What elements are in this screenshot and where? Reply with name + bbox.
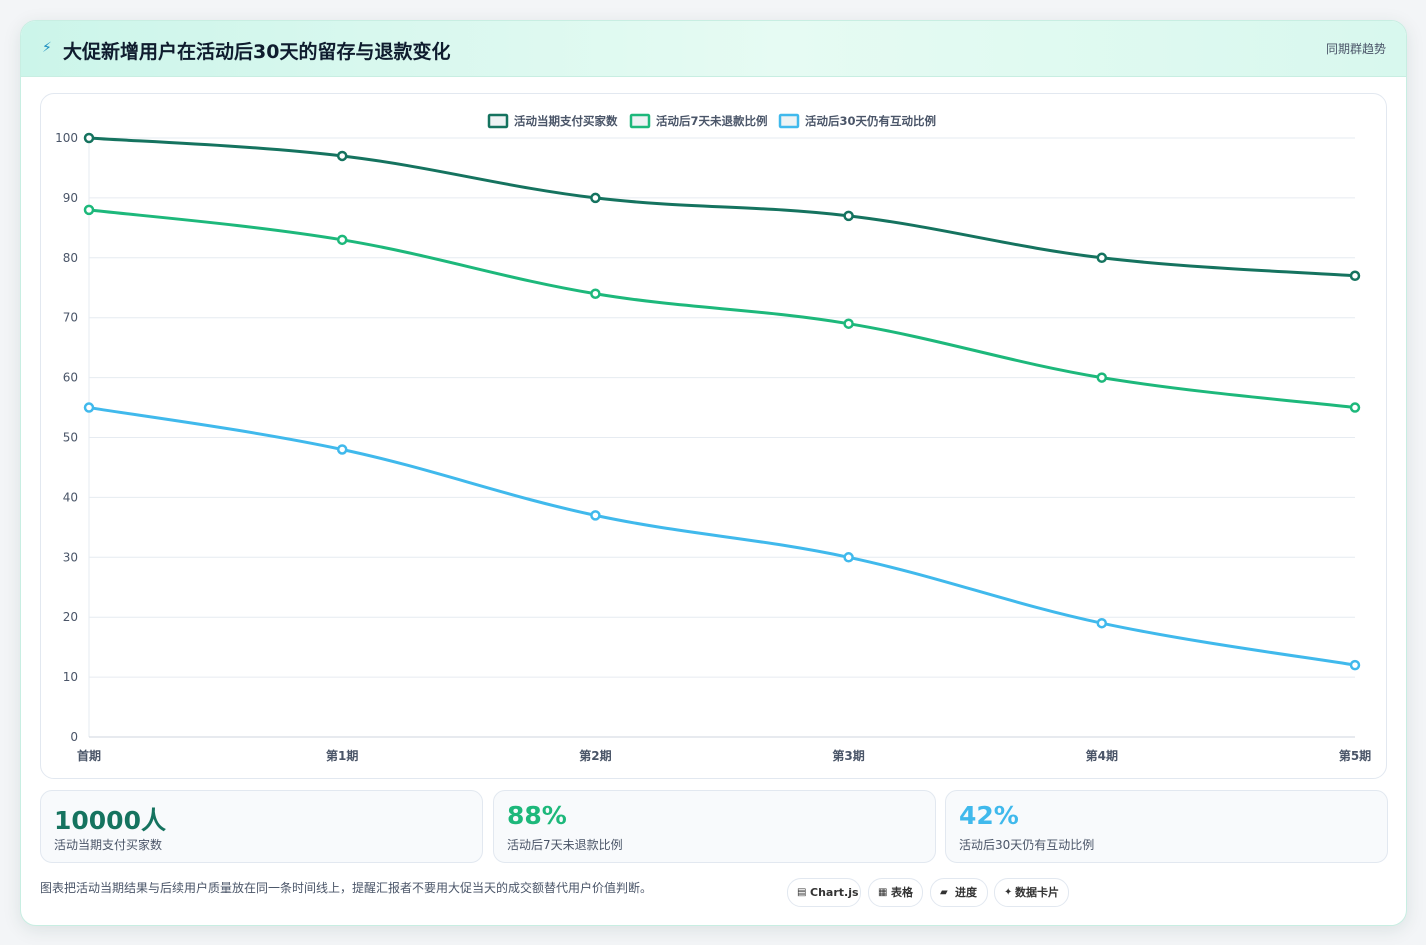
x-tick-label: 第5期 [1339,748,1371,763]
pill-progress[interactable]: ▰ 进度 [930,878,988,907]
y-tick-label: 30 [63,550,78,564]
card-header: ⚡ 大促新增用户在活动后30天的留存与退款变化 同期群趋势 [21,21,1406,77]
main-card: ⚡ 大促新增用户在活动后30天的留存与退款变化 同期群趋势 0 10 20 30 40 5… [20,20,1407,926]
data-point [1096,252,1108,264]
stat-card-buyers: 10000人 活动当期支付买家数 [40,790,483,863]
pill-chartjs[interactable]: ▤ Chart.js [787,878,861,907]
y-tick-label: 90 [63,191,78,205]
data-point [336,150,348,162]
data-point [336,444,348,455]
progress-icon: ▰ [940,887,948,898]
data-point [590,288,601,299]
page-title: 大促新增用户在活动后30天的留存与退款变化 [63,41,451,63]
series-line [88,136,1356,278]
chart-icon: ▤ [797,887,807,898]
x-tick-label: 第2期 [579,748,611,763]
stat-card-no-refund: 88% 活动后7天未退款比例 [493,790,936,863]
data-point [336,234,348,246]
data-point [1349,659,1361,671]
y-tick-label: 80 [63,251,78,265]
y-tick-label: 40 [63,490,78,504]
x-tick-label: 第1期 [326,748,358,763]
data-point [843,318,854,329]
y-tick-label: 60 [63,371,78,385]
pill-label: 表格 [891,886,913,899]
data-point [83,204,95,216]
data-point [843,210,854,222]
legend-swatch [629,113,651,129]
data-point [1349,270,1361,282]
stat-value: 42% [959,801,1019,830]
stat-value: 10000人 [54,806,166,835]
pill-label: 数据卡片 [1015,886,1059,899]
y-tick-label: 50 [63,431,78,445]
pill-table[interactable]: ▦ 表格 [868,878,923,907]
stat-label: 活动后7天未退款比例 [507,838,623,852]
legend-label: 活动后7天未退款比例 [656,114,768,128]
table-icon: ▦ [878,887,888,898]
series-line [88,406,1356,667]
data-point [1349,402,1361,413]
data-point [83,402,95,413]
x-tick-label: 第3期 [832,748,864,763]
data-point [1096,617,1108,629]
data-point [843,552,854,563]
legend-label: 活动当期支付买家数 [514,114,618,128]
data-point [590,192,601,204]
stat-value: 88% [507,801,567,830]
stat-card-interaction: 42% 活动后30天仍有互动比例 [945,790,1388,863]
pill-label: 进度 [955,886,977,899]
legend-swatch [487,113,509,129]
y-tick-label: 20 [63,610,78,624]
stat-label: 活动当期支付买家数 [54,838,163,852]
chart-svg: 0 10 20 30 40 50 60 70 80 90 100 首期 第1期 第2期 第3期 第4期 第5期 活… [55,113,1371,763]
data-point [590,510,601,521]
y-tick-label: 0 [70,730,78,744]
y-tick-label: 10 [63,670,78,684]
chart-footnote: 图表把活动当期结果与后续用户质量放在同一条时间线上，提醒汇报者不要用大促当天的成… [40,881,653,895]
pill-label: Chart.js [810,886,859,899]
sparkle-icon: ✦ [1004,887,1013,898]
stat-label: 活动后30天仍有互动比例 [959,838,1095,852]
line-chart: 0 10 20 30 40 50 60 70 80 90 100 首期 第1期 第2期 第3期 第4期 第5期 活… [40,93,1387,779]
data-point [83,132,95,144]
lightning-icon: ⚡ [42,40,52,56]
x-tick-label: 首期 [77,748,101,763]
y-tick-label: 100 [55,131,78,145]
data-point [1096,372,1108,383]
legend-label: 活动后30天仍有互动比例 [805,114,936,128]
legend-swatch [778,113,800,129]
pill-data-card[interactable]: ✦ 数据卡片 [994,878,1069,907]
trend-tag: 同期群趋势 [1325,42,1386,56]
y-tick-label: 70 [63,311,78,325]
series-line [88,208,1356,410]
x-tick-label: 第4期 [1086,748,1118,763]
